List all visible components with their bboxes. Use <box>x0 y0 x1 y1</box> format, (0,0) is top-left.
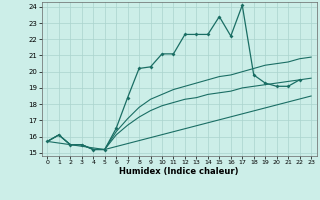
X-axis label: Humidex (Indice chaleur): Humidex (Indice chaleur) <box>119 167 239 176</box>
